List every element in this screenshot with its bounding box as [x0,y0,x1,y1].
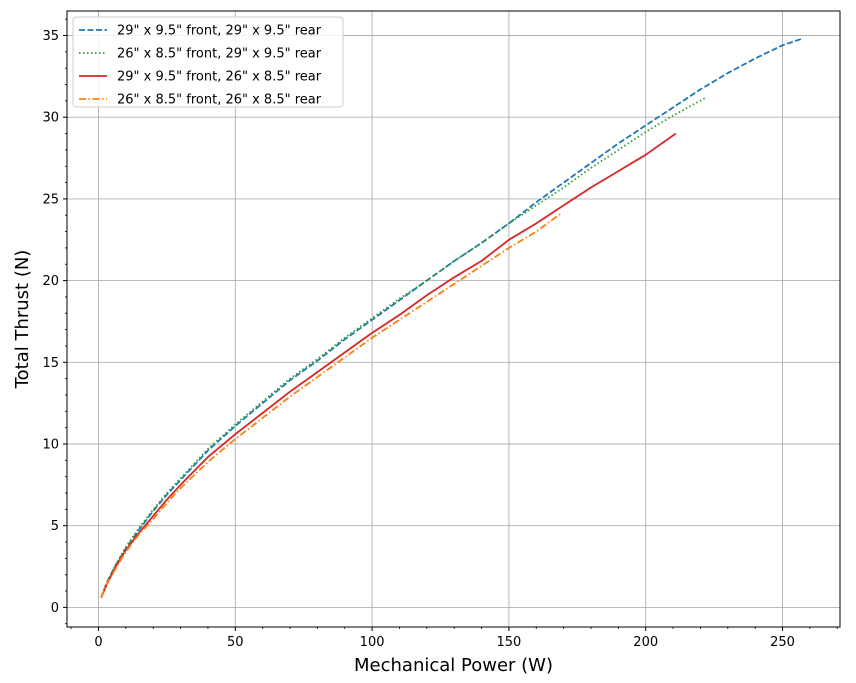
y-tick-label: 20 [42,274,59,289]
series-line-3 [100,132,677,598]
y-tick-label: 35 [42,29,59,44]
x-tick-label: 200 [633,635,658,650]
y-tick-label: 5 [51,519,59,534]
x-tick-label: 50 [227,635,244,650]
y-tick-label: 30 [42,111,59,126]
legend-label-1: 29" x 9.5" front, 29" x 9.5" rear [117,24,322,39]
legend-label-3: 29" x 9.5" front, 26" x 8.5" rear [117,70,322,85]
x-tick-label: 150 [496,635,521,650]
x-tick-label: 100 [360,635,385,650]
series-lines [100,37,802,598]
x-tick-label: 250 [770,635,795,650]
series-line-1 [100,37,802,598]
y-tick-label: 25 [42,192,59,207]
legend-label-4: 26" x 8.5" front, 26" x 8.5" rear [117,93,322,108]
y-tick-label: 10 [42,437,59,452]
series-line-4 [100,212,562,598]
series-line-2 [100,96,707,598]
x-tick-label: 0 [94,635,102,650]
legend-label-2: 26" x 8.5" front, 29" x 9.5" rear [117,47,322,62]
legend: 29" x 9.5" front, 29" x 9.5" rear 26" x 8… [72,16,344,108]
plot-frame [66,10,841,628]
y-tick-label: 15 [42,356,59,371]
x-axis-label: Mechanical Power (W) [354,655,553,676]
axis-ticks: 0 50 100 150 200 250 0 5 10 15 20 25 30 35 [42,18,838,650]
legend-box [72,16,344,108]
y-axis-label: Total Thrust (N) [12,250,33,390]
y-tick-label: 0 [51,601,59,616]
